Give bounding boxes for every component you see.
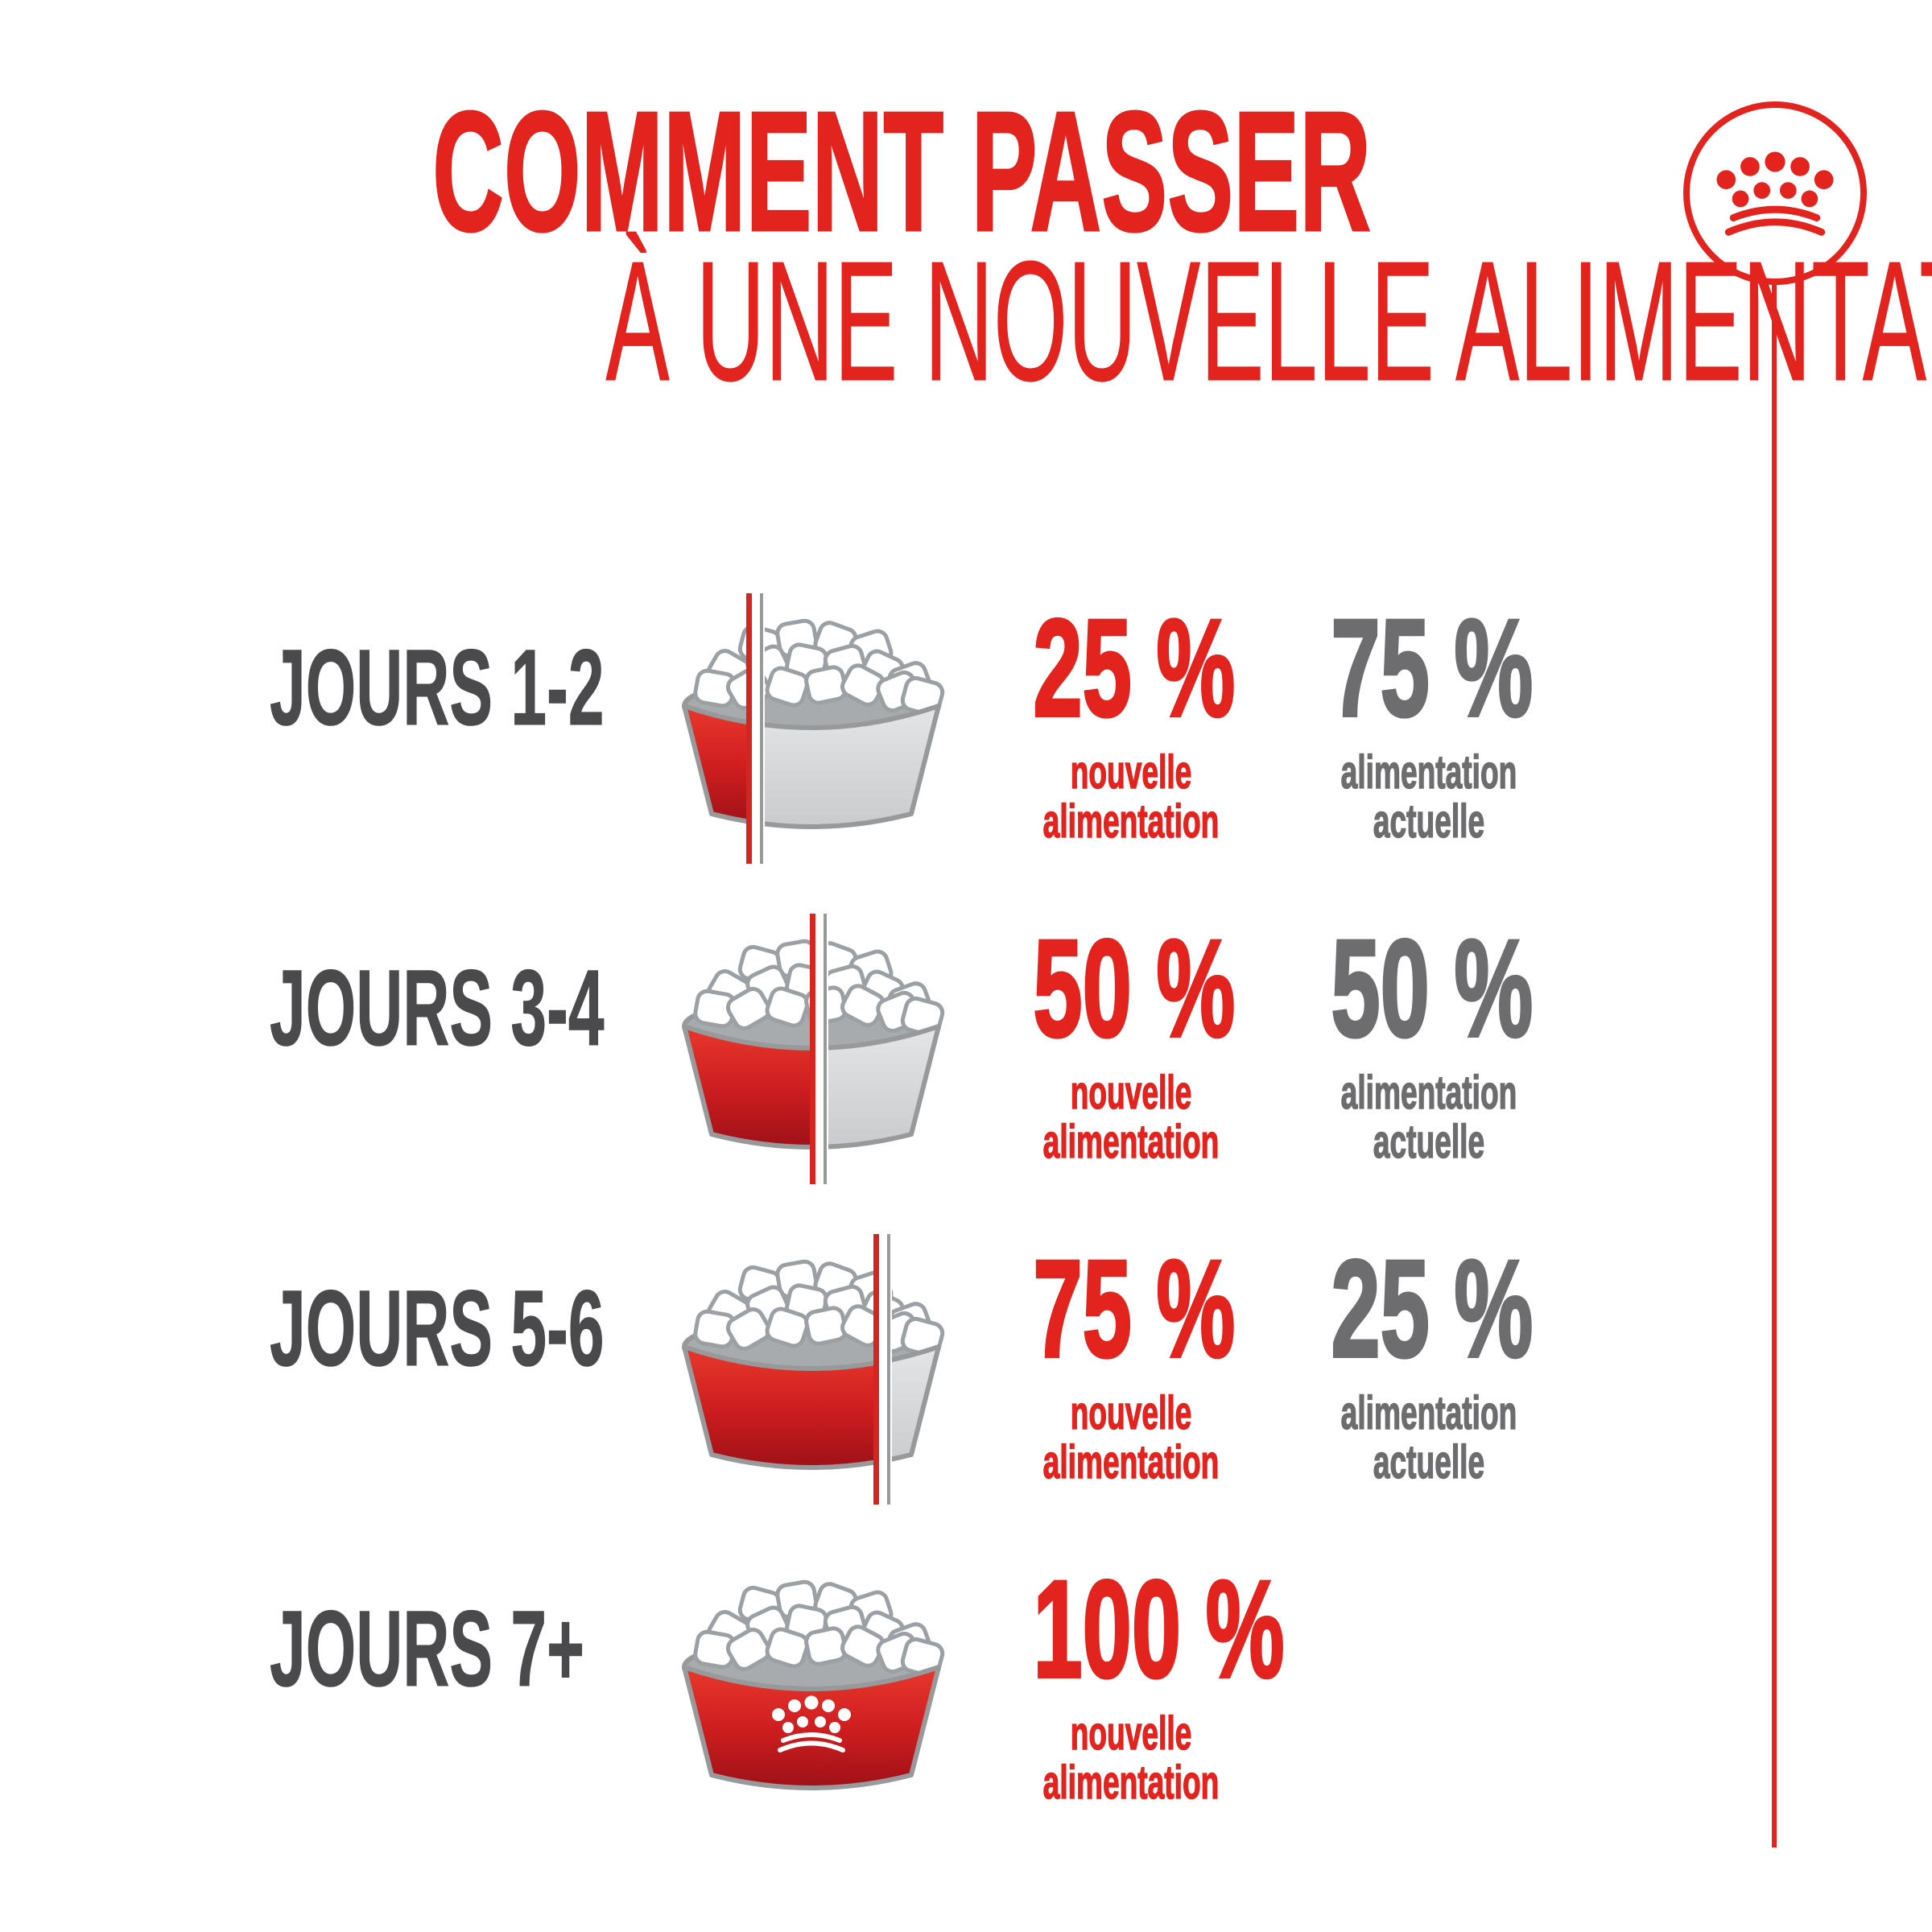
- current-food-caption: alimentation actuelle: [1331, 1067, 1526, 1168]
- current-food-block: 75 % alimentation actuelle: [1276, 564, 1582, 847]
- new-food-block: 100 % nouvelle alimentation: [978, 1525, 1286, 1809]
- current-food-block: 25 % alimentation actuelle: [1276, 1204, 1582, 1488]
- current-food-percent: 75 %: [1330, 591, 1534, 745]
- new-food-percent: 100 %: [1032, 1552, 1286, 1707]
- new-food-caption: nouvelle alimentation: [1033, 1387, 1228, 1488]
- current-food-caption: alimentation actuelle: [1331, 1387, 1526, 1488]
- caption-line: alimentation: [1042, 1115, 1220, 1168]
- bowl-icon: [676, 1232, 947, 1506]
- new-food-block: 50 % nouvelle alimentation: [978, 884, 1284, 1167]
- page-title-line2: À UNE NOUVELLE ALIMENTATION: [0, 226, 1932, 415]
- day-label: JOURS 3-4: [270, 948, 605, 1068]
- caption-line: actuelle: [1373, 795, 1485, 848]
- food-bowl-graphic: [682, 914, 945, 1184]
- new-food-caption: nouvelle alimentation: [1033, 746, 1228, 848]
- current-food-percent: 50 %: [1330, 911, 1534, 1066]
- food-bowl-graphic: [682, 1579, 945, 1790]
- food-bowl-graphic: [682, 593, 945, 864]
- timeline-line: [1772, 285, 1777, 1847]
- transition-row: JOURS 7+ 100 % nouvelle alimentation: [270, 1525, 1654, 1845]
- new-food-caption: nouvelle alimentation: [1033, 1067, 1228, 1168]
- new-food-block: 25 % nouvelle alimentation: [978, 564, 1284, 847]
- caption-line: alimentation: [1340, 1387, 1517, 1439]
- day-label: JOURS 7+: [270, 1589, 585, 1709]
- new-food-percent: 25 %: [1032, 591, 1236, 745]
- caption-line: nouvelle: [1070, 746, 1192, 799]
- transition-row: JOURS 3-4 50 % nouvelle alimentation 50 …: [270, 884, 1654, 1204]
- day-label: JOURS 5-6: [270, 1269, 605, 1389]
- bowl-icon: [676, 1553, 947, 1827]
- royal-canin-logo: [1683, 101, 1867, 285]
- food-bowl-graphic: [682, 1234, 945, 1505]
- caption-line: nouvelle: [1070, 1067, 1192, 1119]
- current-food-percent: 25 %: [1330, 1232, 1534, 1386]
- caption-line: actuelle: [1373, 1435, 1485, 1488]
- new-food-block: 75 % nouvelle alimentation: [978, 1204, 1284, 1488]
- page-title-line1: COMMENT PASSER: [0, 76, 1803, 266]
- caption-line: alimentation: [1042, 1435, 1220, 1488]
- caption-line: alimentation: [1340, 1067, 1517, 1119]
- transition-row: JOURS 5-6 75 % nouvelle alimentation 25 …: [270, 1204, 1654, 1525]
- bowl-icon: [676, 592, 947, 865]
- page-title-line1-text: COMMENT PASSER: [431, 76, 1372, 266]
- caption-line: actuelle: [1373, 1115, 1485, 1168]
- current-food-block: 50 % alimentation actuelle: [1276, 884, 1582, 1167]
- crown-icon: [1716, 151, 1833, 232]
- caption-line: nouvelle: [1070, 1707, 1192, 1760]
- new-food-percent: 50 %: [1032, 911, 1236, 1066]
- new-food-percent: 75 %: [1032, 1232, 1236, 1386]
- logo-circle: [1683, 101, 1867, 285]
- caption-line: alimentation: [1042, 1756, 1220, 1809]
- bowl-icon: [676, 912, 947, 1186]
- current-food-caption: alimentation actuelle: [1331, 746, 1526, 848]
- caption-line: nouvelle: [1070, 1387, 1192, 1439]
- day-label: JOURS 1-2: [270, 628, 605, 748]
- caption-line: alimentation: [1340, 746, 1517, 799]
- transition-row: JOURS 1-2 25 % nouvelle alimentation 75 …: [270, 564, 1654, 884]
- caption-line: alimentation: [1042, 795, 1220, 848]
- new-food-caption: nouvelle alimentation: [1033, 1707, 1228, 1809]
